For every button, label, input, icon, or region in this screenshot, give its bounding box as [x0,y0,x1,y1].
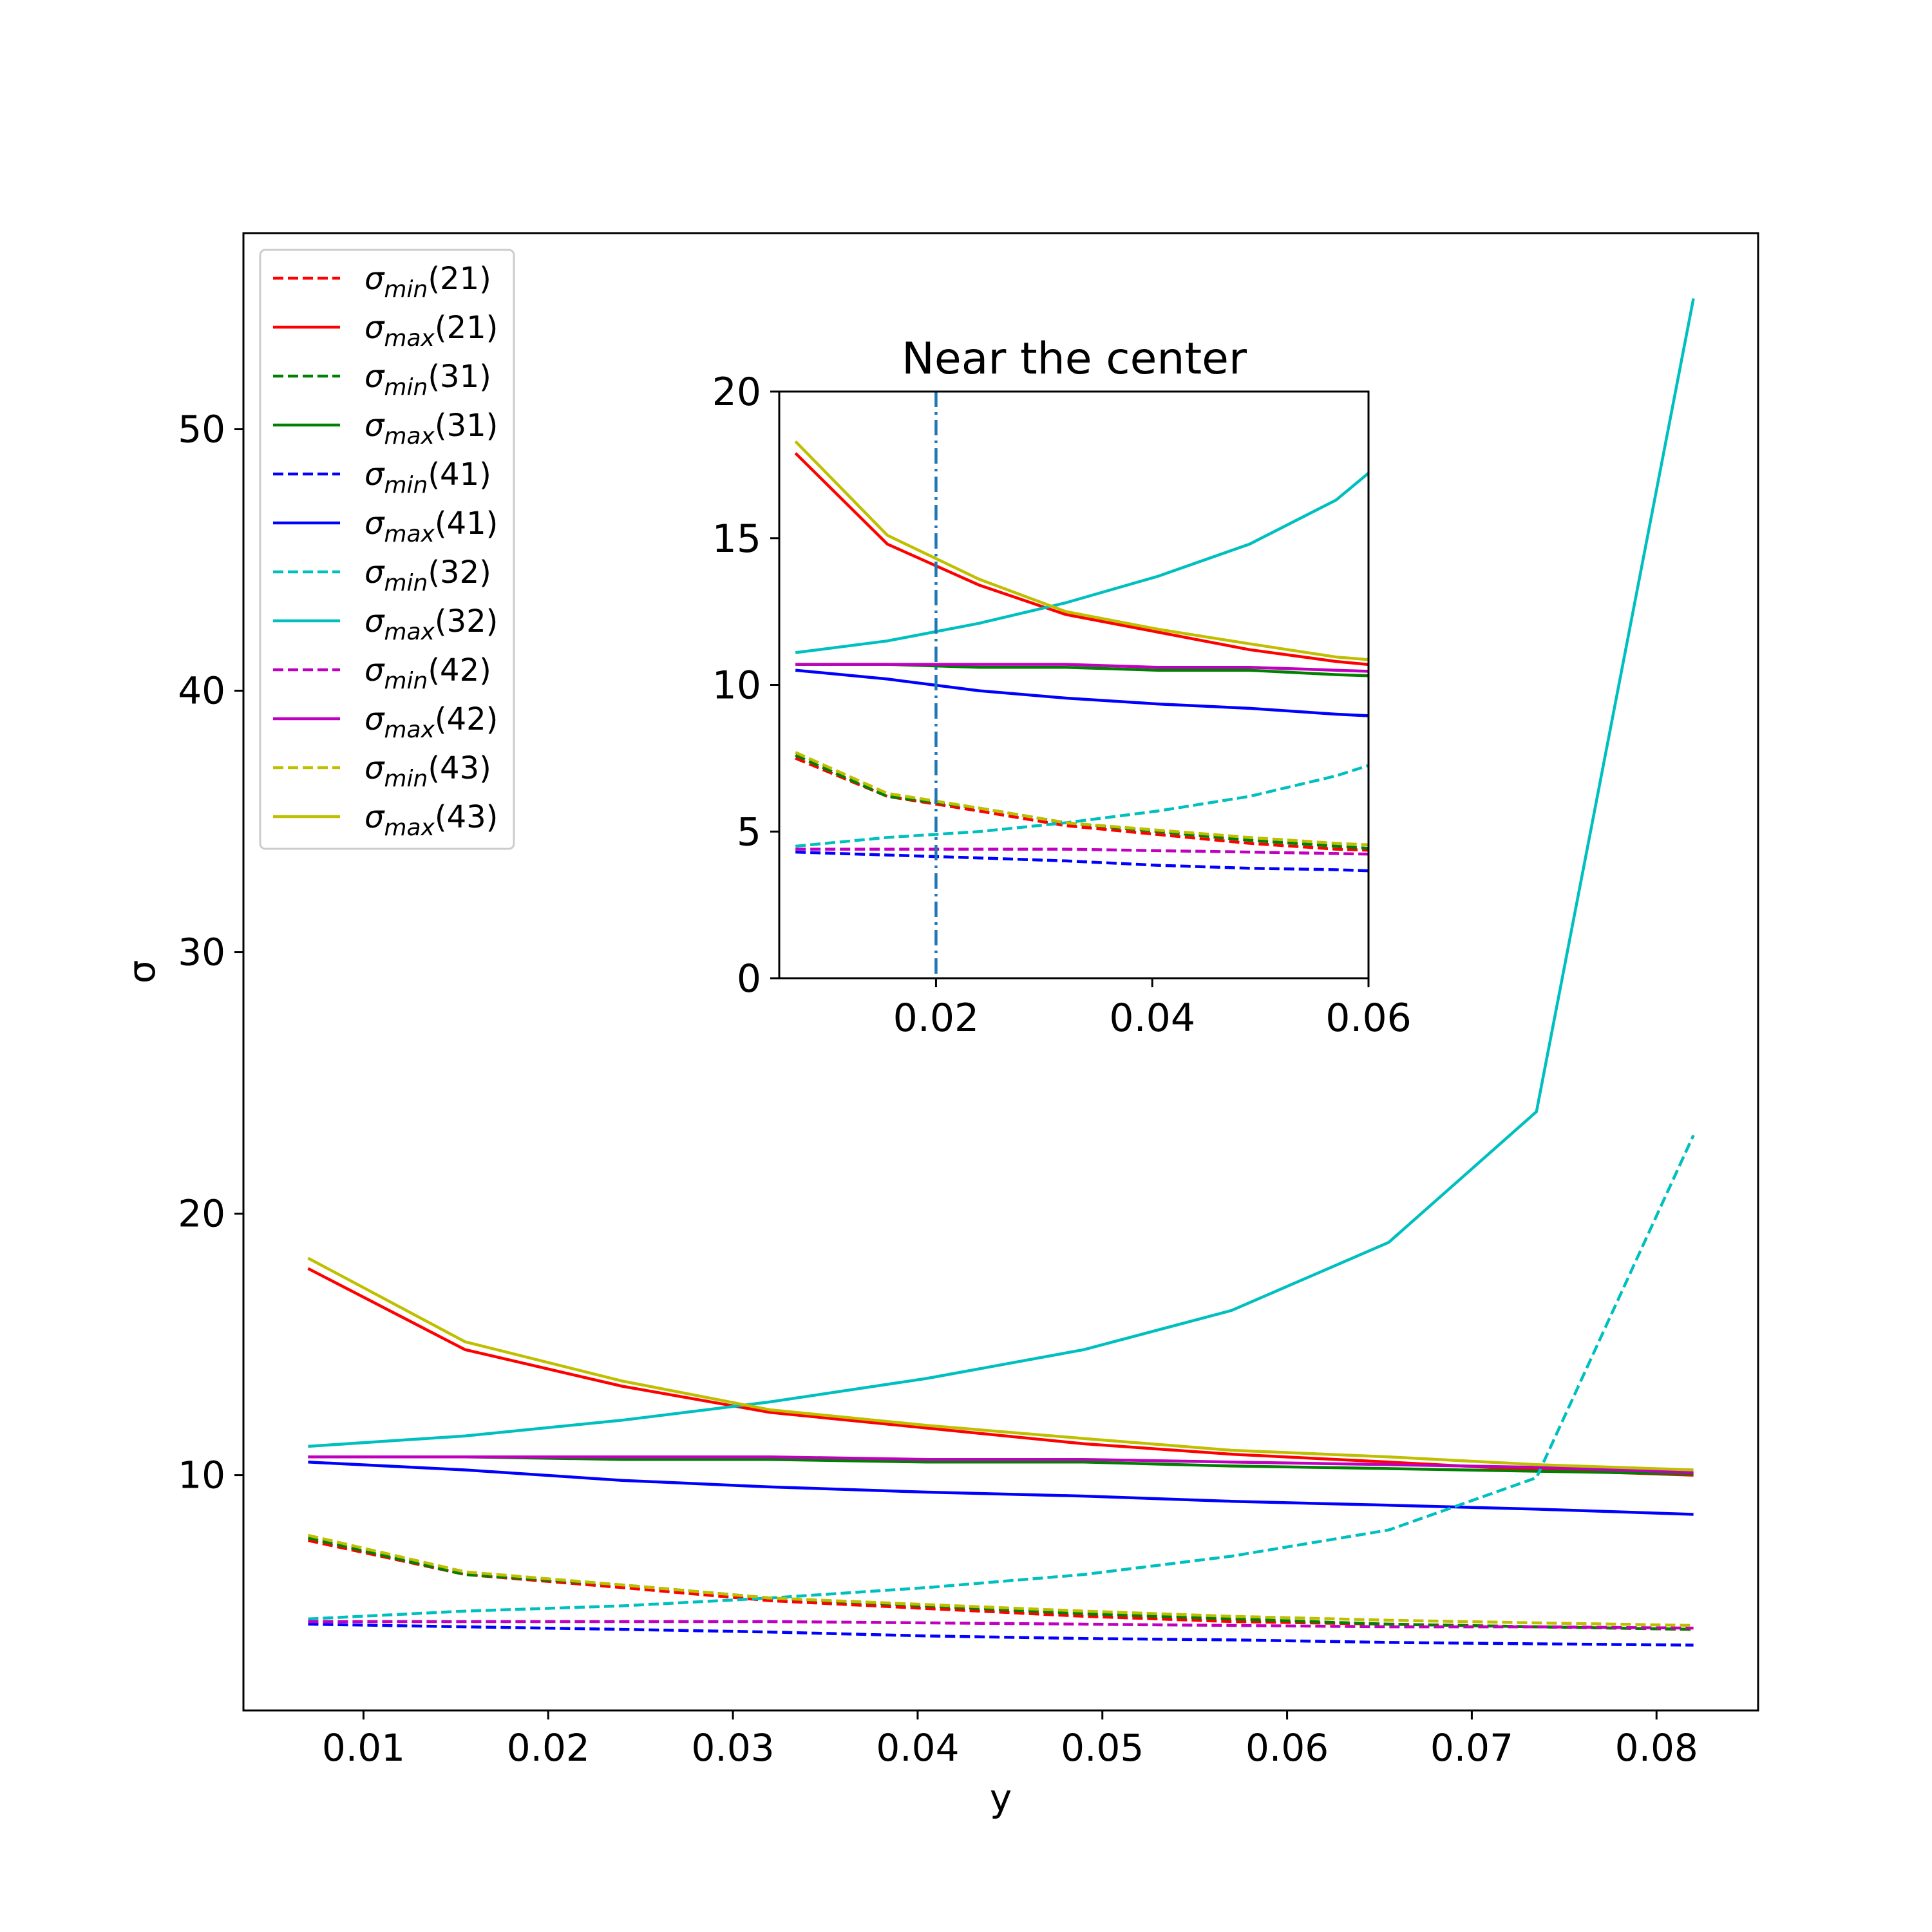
main-x-tick-label: 0.01 [322,1726,405,1770]
main-series-min-31 [307,1536,1694,1631]
inset-series-6 [795,764,1368,848]
main-series-min-32 [308,1134,1695,1621]
inset-y-tick-label: 20 [712,370,761,415]
legend-label-max-31: σmax(31) [365,408,498,450]
main-x-tick-label: 0.05 [1061,1726,1144,1770]
y-axis-label: σ [120,960,164,984]
legend: σmin(21) σmax(21) σmin(31) σmax(31) σmin(41)… [259,249,515,850]
main-y-tick-label: 20 [178,1192,225,1236]
inset-series-10 [795,751,1368,847]
main-series-max-42 [308,1455,1694,1474]
legend-label-max-32: σmax(32) [365,603,498,645]
main-y-tick-label: 10 [178,1454,225,1497]
main-x-tick-label: 0.04 [876,1726,959,1770]
inset-series-1 [794,452,1368,667]
inset-y-tick-label: 15 [712,516,761,562]
main-series-min-41 [308,1622,1694,1647]
inset-background [779,392,1368,978]
main-x-axis: 0.01 0.02 0.03 0.04 0.05 0.06 0.07 0.08 [322,1710,1698,1770]
main-x-tick-label: 0.03 [692,1726,775,1770]
x-axis-label: y [990,1776,1012,1820]
inset-x-tick-label: 0.02 [893,996,980,1041]
main-series-max-32 [308,298,1695,1448]
legend-label-max-43: σmax(43) [365,799,498,841]
inset-y-axis: 0 5 10 15 20 [712,370,779,1001]
main-x-tick-label: 0.07 [1430,1726,1513,1770]
main-series-min-43 [307,1533,1694,1627]
main-series-group [307,298,1695,1647]
inset-series-8 [795,848,1368,856]
legend-label-max-42: σmax(42) [365,701,498,743]
main-y-tick-label: 50 [178,408,225,451]
main-y-axis: 10 20 30 40 50 [178,408,243,1497]
legend-label-max-21: σmax(21) [365,310,498,352]
main-series-max-43 [307,1256,1694,1472]
inset-series-0 [795,757,1368,852]
legend-box [259,249,515,850]
main-plot-frame [242,232,1759,1712]
inset-series-group [794,392,1368,978]
main-y-tick-label: 40 [178,669,225,713]
inset-series-11 [794,440,1368,661]
inset-plot: 0.02 0.04 0.06 0 5 10 15 20 Near the center [712,334,1412,1041]
inset-x-tick-label: 0.04 [1109,996,1195,1041]
legend-label-min-21: σmin(21) [365,261,491,303]
inset-series-9 [795,663,1368,673]
inset-series-5 [795,668,1368,717]
inset-title: Near the center [902,334,1247,384]
main-series-min-42 [308,1620,1694,1630]
main-y-tick-label: 30 [178,931,225,974]
main-x-tick-label: 0.08 [1615,1726,1698,1770]
main-plot: 0.01 0.02 0.03 0.04 0.05 0.06 0.07 0.08 10 20 30 4… [120,232,1759,1820]
main-x-tick-label: 0.06 [1245,1726,1329,1770]
inset-y-tick-label: 10 [712,663,761,708]
legend-label-min-31: σmin(31) [365,359,491,401]
legend-label-min-43: σmin(43) [365,750,491,792]
main-series-max-21 [307,1267,1694,1477]
inset-x-tick-label: 0.06 [1325,996,1412,1041]
legend-label-max-41: σmax(41) [365,506,498,547]
inset-y-tick-label: 0 [737,956,761,1001]
inset-series-4 [795,850,1368,873]
inset-y-tick-label: 5 [737,810,761,855]
main-series-min-21 [307,1539,1694,1631]
legend-label-min-41: σmin(41) [365,457,491,498]
inset-series-7 [795,471,1368,654]
main-x-tick-label: 0.02 [507,1726,590,1770]
legend-label-min-32: σmin(32) [365,554,491,596]
main-series-max-41 [308,1461,1694,1516]
legend-label-min-42: σmin(42) [365,652,491,694]
inset-x-axis: 0.02 0.04 0.06 [893,978,1412,1041]
